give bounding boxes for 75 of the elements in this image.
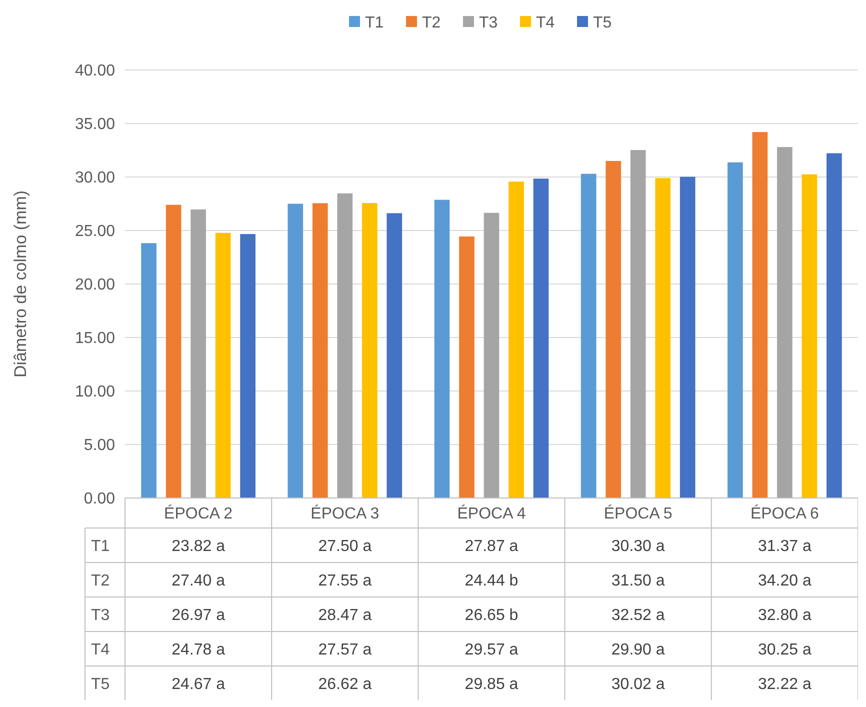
bar [752, 132, 768, 498]
y-tick-label: 25.00 [74, 223, 116, 240]
bar [386, 213, 402, 498]
bar [630, 150, 646, 498]
data-label: 32.52 a [611, 606, 665, 624]
bar [606, 160, 622, 498]
bar [508, 182, 524, 498]
data-label: 31.37 a [758, 538, 812, 555]
x-tick-label: ÉPOCA 5 [604, 504, 672, 523]
bar [141, 243, 156, 498]
bar [240, 234, 256, 498]
y-tick-label: 10.00 [74, 384, 116, 401]
bar [802, 174, 818, 498]
legend-label: T2 [422, 14, 441, 32]
bar [728, 162, 743, 498]
bar [777, 147, 792, 498]
bar [580, 174, 596, 498]
legend-label: T3 [479, 14, 498, 32]
data-label: 30.25 a [758, 641, 812, 658]
bar [655, 178, 671, 498]
bar [337, 193, 353, 498]
data-label: 26.62 a [318, 676, 372, 693]
y-tick-label: 20.00 [74, 276, 116, 294]
bar [434, 200, 450, 498]
bar [166, 204, 182, 498]
text: T1 [91, 538, 110, 555]
data-label: 27.55 a [318, 572, 372, 590]
data-label: 27.50 a [318, 538, 372, 555]
text: T5 [91, 676, 110, 693]
data-label: 27.40 a [172, 572, 226, 590]
y-tick-label: 35.00 [74, 116, 116, 134]
bar [215, 232, 231, 498]
y-tick-label: 30.00 [74, 170, 116, 187]
bar [826, 153, 842, 498]
data-label: 27.57 a [318, 641, 372, 658]
data-label: 31.50 a [611, 572, 665, 590]
data-label: 30.02 a [611, 676, 665, 693]
x-tick-label: ÉPOCA 2 [164, 504, 233, 523]
bar [312, 203, 328, 498]
x-tick-label: ÉPOCA 6 [750, 504, 820, 523]
bar [459, 236, 474, 498]
legend-label: T4 [536, 14, 555, 32]
text: T2 [91, 572, 110, 590]
y-tick-label: 40.00 [74, 62, 116, 80]
data-label: 26.65 b [464, 606, 518, 624]
data-label: 27.87 a [464, 538, 518, 555]
data-label: 24.67 a [172, 676, 226, 693]
text: T3 [91, 606, 110, 624]
x-tick-label: ÉPOCA 3 [310, 504, 380, 523]
bar [680, 176, 696, 498]
data-label: 32.22 a [758, 676, 812, 693]
legend-label: T5 [593, 14, 612, 32]
data-label: 32.80 a [758, 606, 812, 624]
x-tick-label: ÉPOCA 4 [457, 504, 526, 523]
bar [190, 209, 206, 498]
bar [288, 204, 304, 498]
legend-label: T1 [365, 14, 384, 32]
bar [484, 212, 500, 498]
data-label: 30.30 a [611, 538, 665, 555]
bar [533, 178, 549, 498]
data-label: 24.44 b [464, 572, 518, 590]
text: T4 [91, 641, 110, 658]
y-tick-label: 15.00 [74, 330, 116, 348]
data-label: 29.90 a [611, 641, 665, 658]
y-tick-label: 5.00 [84, 437, 116, 454]
data-label: 29.57 a [464, 641, 518, 658]
data-label: 23.82 a [172, 538, 226, 555]
bar [362, 203, 378, 498]
data-label: 28.47 a [318, 606, 372, 624]
y-axis-title: Diâmetro de colmo (mm) [11, 190, 30, 378]
data-label: 26.97 a [172, 606, 226, 624]
y-tick-label: 0.00 [84, 490, 116, 508]
data-label: 34.20 a [758, 572, 812, 590]
data-label: 29.85 a [464, 676, 518, 693]
data-label: 24.78 a [172, 641, 226, 658]
